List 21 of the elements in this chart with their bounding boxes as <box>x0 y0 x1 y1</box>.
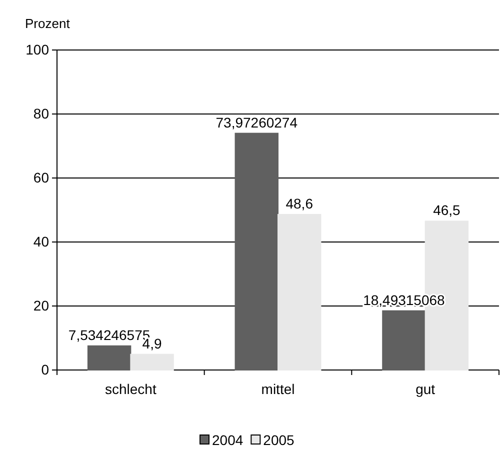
y-tick-label: 20 <box>33 297 50 314</box>
y-axis-title: Prozent <box>25 16 70 31</box>
bar <box>87 345 132 370</box>
bar <box>234 132 278 370</box>
y-tick-label: 0 <box>41 361 50 378</box>
data-label: 46,5 <box>433 202 461 218</box>
x-tick-label: gut <box>416 380 436 397</box>
bar <box>278 214 322 370</box>
bar <box>382 310 426 370</box>
y-tick-label: 60 <box>33 169 50 186</box>
y-tick-label: 100 <box>26 41 50 58</box>
data-label: 73,97260274 <box>216 114 298 130</box>
legend-label: 2004 <box>212 432 244 448</box>
x-tick-label: schlecht <box>104 380 156 397</box>
y-tick-label: 80 <box>33 105 50 122</box>
data-label: 48,6 <box>286 195 314 212</box>
x-tick-label: mittel <box>261 380 295 397</box>
bar <box>130 354 174 370</box>
legend-label: 2005 <box>263 432 295 448</box>
y-tick-label: 40 <box>33 233 50 250</box>
data-label: 18,49315068 <box>363 292 446 308</box>
